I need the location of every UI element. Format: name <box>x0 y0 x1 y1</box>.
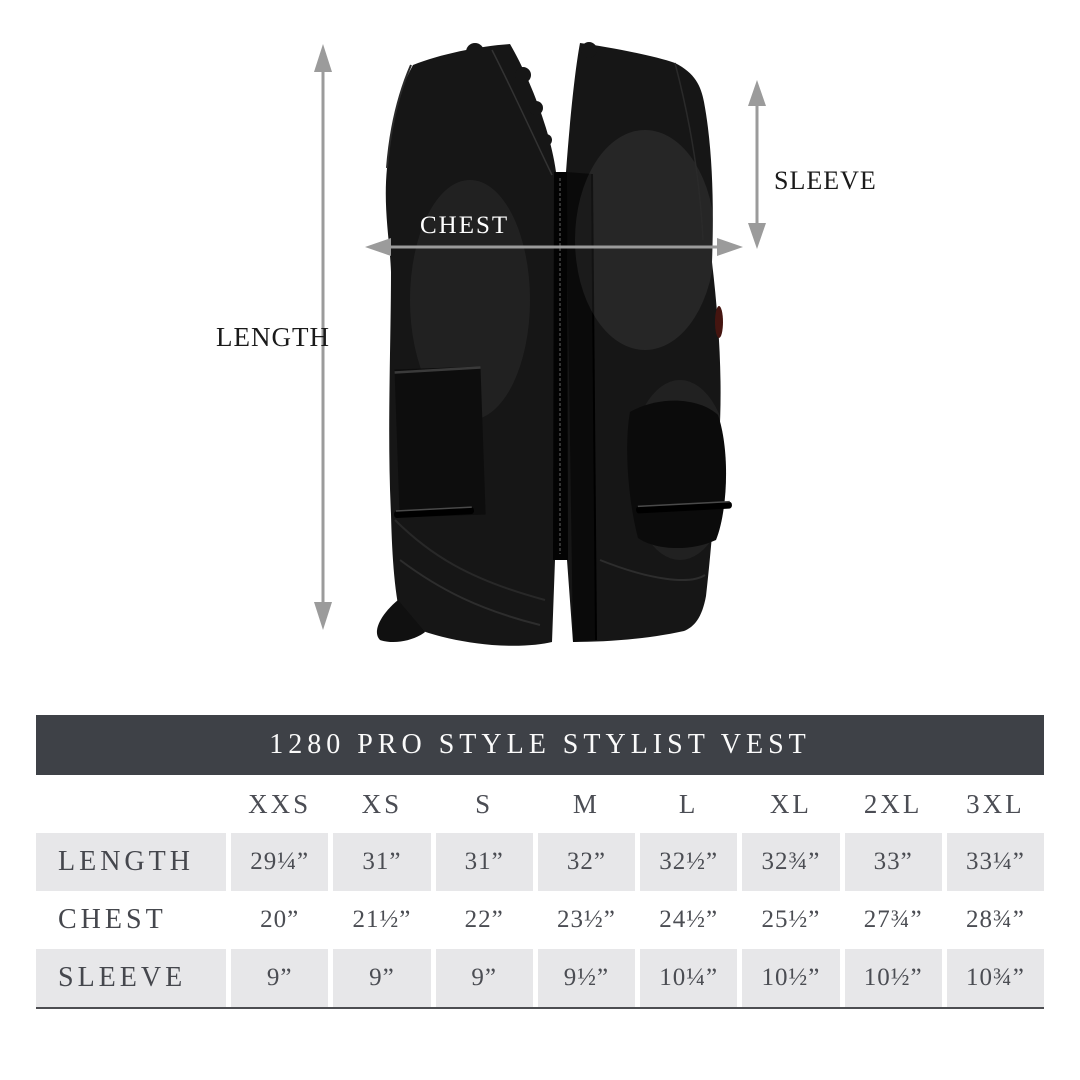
size-table: 1280 PRO STYLE STYLIST VEST XXS XS S M L… <box>36 715 1044 1009</box>
chest-label: CHEST <box>420 212 510 239</box>
length-value-xl: 32¾” <box>742 833 840 891</box>
column-header-xxs: XXS <box>248 788 312 819</box>
corner-cell <box>36 775 226 833</box>
length-value-xs: 31” <box>333 833 431 891</box>
length-arrow-icon <box>314 44 332 630</box>
right-welt-pocket <box>636 500 732 514</box>
left-pocket <box>394 366 486 518</box>
sleeve-value-3xl: 10¾” <box>946 949 1044 1007</box>
table-row-sleeve: SLEEVE 9” 9” 9” 9½” 10¼” 10½” 10½” 10¾” <box>36 949 1044 1007</box>
sleeve-value-xl: 10½” <box>742 949 840 1007</box>
chest-value-l: 24½” <box>659 906 719 933</box>
chest-value-m: 23½” <box>556 906 616 933</box>
length-value-xxs: 29¼” <box>231 833 329 891</box>
chest-value-s: 22” <box>464 906 504 933</box>
length-value-l: 32½” <box>640 833 738 891</box>
sleeve-arrow-icon <box>748 80 766 249</box>
vest-diagram-graphic <box>314 42 766 646</box>
sleeve-value-m: 9½” <box>537 949 635 1007</box>
sleeve-value-xxs: 9” <box>231 949 329 1007</box>
sleeve-value-s: 9” <box>435 949 533 1007</box>
sleeve-value-2xl: 10½” <box>844 949 942 1007</box>
chest-value-2xl: 27¾” <box>863 906 923 933</box>
column-header-3xl: 3XL <box>966 788 1025 819</box>
left-welt-pocket <box>394 506 475 518</box>
sleeve-value-xs: 9” <box>333 949 431 1007</box>
row-label-length: LENGTH <box>36 833 226 891</box>
row-label-sleeve: SLEEVE <box>36 949 226 1007</box>
sleeve-label: SLEEVE <box>774 166 877 195</box>
chest-value-xxs: 20” <box>260 906 300 933</box>
column-header-xl: XL <box>769 788 812 819</box>
measurement-diagram: LENGTH CHEST SLEEVE <box>216 42 877 646</box>
column-header-l: L <box>678 788 699 819</box>
size-table-title-bar: 1280 PRO STYLE STYLIST VEST <box>36 715 1044 775</box>
chest-arrow-icon <box>365 238 743 256</box>
column-header-m: M <box>572 788 600 819</box>
sleeve-value-l: 10¼” <box>640 949 738 1007</box>
chest-value-xs: 21½” <box>352 906 412 933</box>
length-label: LENGTH <box>216 322 330 352</box>
column-header-xs: XS <box>361 788 403 819</box>
length-value-m: 32” <box>537 833 635 891</box>
table-row-length: LENGTH 29¼” 31” 31” 32” 32½” 32¾” 33” 33… <box>36 833 1044 891</box>
vest-image <box>376 42 732 646</box>
length-value-2xl: 33” <box>844 833 942 891</box>
chest-value-3xl: 28¾” <box>965 906 1025 933</box>
table-row-chest: CHEST 20” 21½” 22” 23½” 24½” 25½” 27¾” 2… <box>36 891 1044 949</box>
column-header-s: S <box>475 788 494 819</box>
column-header-2xl: 2XL <box>863 788 923 819</box>
chest-value-xl: 25½” <box>761 906 821 933</box>
length-value-s: 31” <box>435 833 533 891</box>
row-label-chest: CHEST <box>58 904 167 935</box>
size-table-title: 1280 PRO STYLE STYLIST VEST <box>269 729 811 760</box>
length-value-3xl: 33¼” <box>946 833 1044 891</box>
size-column-header-row: XXS XS S M L XL 2XL 3XL <box>36 775 1044 833</box>
